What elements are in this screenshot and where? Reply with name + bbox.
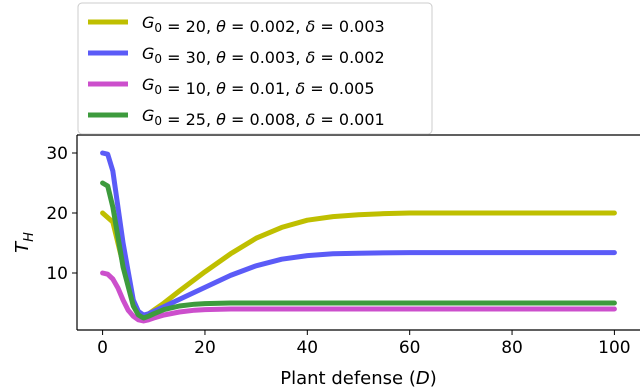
plot-lines [100,150,617,324]
y-tick-label: 20 [46,204,68,224]
x-tick-label: 100 [598,338,630,358]
x-tick-label: 60 [399,338,421,358]
series-line-2 [100,150,617,318]
legend-box [77,2,433,135]
legend-label-2: G0 = 30, θ = 0.003, δ = 0.002 [142,44,385,67]
series-line-4 [100,180,617,321]
series-line-3 [100,270,617,324]
legend-label-3: G0 = 10, θ = 0.01, δ = 0.005 [142,75,375,98]
ticks: 0 20 40 60 80 100 10 20 30 [46,144,630,358]
legend-label-1: G0 = 20, θ = 0.002, δ = 0.003 [142,13,385,36]
y-tick-label: 30 [46,144,68,164]
x-tick-label: 0 [97,338,108,358]
y-tick-label: 10 [46,264,68,284]
legend: G0 = 20, θ = 0.002, δ = 0.003 G0 = 30, θ … [77,2,433,135]
y-axis-label: TH [12,232,37,253]
axes [76,134,640,331]
x-axis-label: Plant defense (D) [280,368,437,389]
x-tick-label: 80 [501,338,523,358]
x-tick-label: 20 [194,338,216,358]
legend-label-4: G0 = 25, θ = 0.008, δ = 0.001 [142,106,385,129]
x-tick-label: 40 [296,338,318,358]
